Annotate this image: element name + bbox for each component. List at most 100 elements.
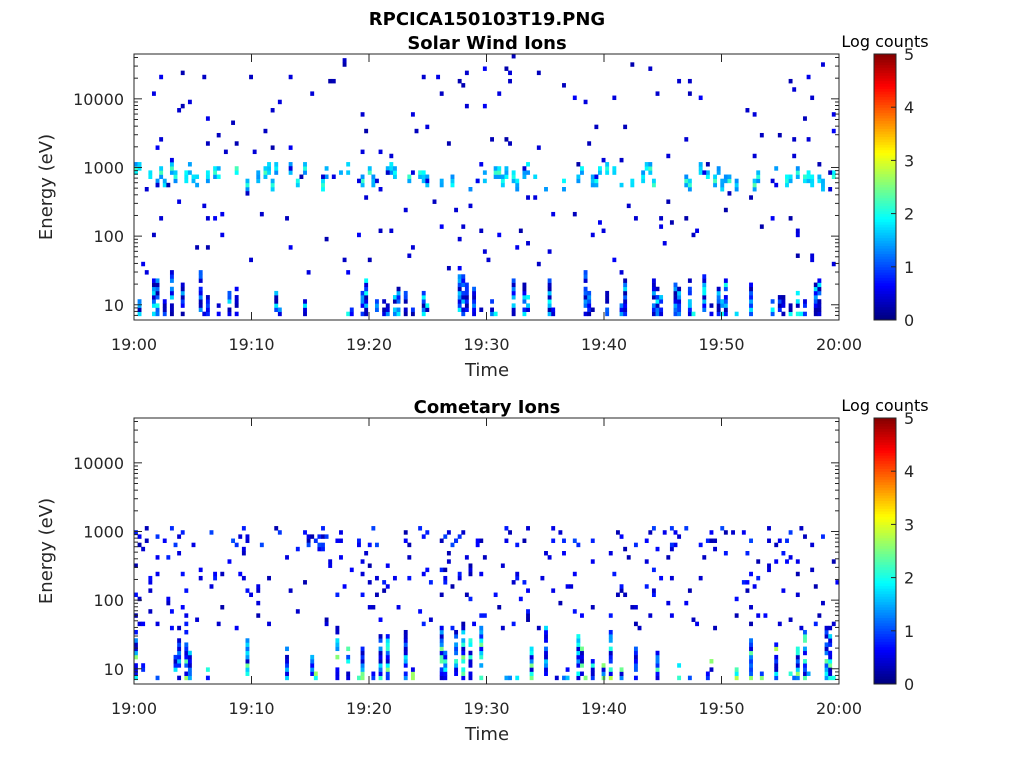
spectrogram-cell bbox=[788, 530, 793, 535]
colorbar-segment bbox=[874, 641, 896, 645]
spectrogram-cell bbox=[590, 671, 595, 676]
spectrogram-cell bbox=[339, 530, 343, 535]
spectrogram-cell bbox=[777, 303, 782, 308]
spectrogram-cell bbox=[813, 311, 818, 317]
spectrogram-cell bbox=[357, 675, 361, 681]
colorbar-segment bbox=[874, 165, 896, 169]
colorbar-segment bbox=[874, 471, 896, 475]
spectrogram-cell bbox=[357, 538, 361, 543]
spectrogram-cell bbox=[173, 178, 178, 184]
spectrogram-cell bbox=[479, 162, 484, 167]
spectrogram-cell bbox=[245, 654, 250, 660]
spectrogram-cell bbox=[303, 170, 307, 175]
colorbar-segment bbox=[874, 125, 896, 129]
colorbar-segment bbox=[874, 628, 896, 632]
spectrogram-cell bbox=[425, 567, 430, 573]
spectrogram-cell bbox=[310, 671, 315, 676]
spectrogram-cell bbox=[155, 178, 160, 184]
colorbar-segment bbox=[874, 306, 896, 310]
spectrogram-cell bbox=[745, 588, 750, 593]
spectrogram-cell bbox=[623, 311, 628, 317]
x-tick-label: 19:20 bbox=[346, 335, 392, 354]
colorbar-segment bbox=[874, 652, 896, 656]
spectrogram-cell bbox=[770, 299, 775, 304]
spectrogram-cell bbox=[267, 621, 271, 627]
spectrogram-cell bbox=[655, 546, 660, 552]
spectrogram-cell bbox=[464, 299, 469, 304]
spectrogram-cell bbox=[601, 671, 606, 676]
spectrogram-cell bbox=[655, 675, 660, 681]
spectrogram-cell bbox=[443, 659, 448, 664]
spectrogram-cell bbox=[763, 613, 768, 618]
spectrogram-cell bbox=[590, 659, 595, 664]
spectrogram-cell bbox=[641, 178, 646, 184]
colorbar-segment bbox=[874, 83, 896, 87]
spectrogram-cell bbox=[608, 667, 613, 672]
spectrogram-cell bbox=[522, 580, 527, 585]
spectrogram-cell bbox=[479, 629, 484, 635]
colorbar-segment bbox=[874, 558, 896, 563]
spectrogram-cell bbox=[623, 592, 628, 598]
spectrogram-cell bbox=[421, 290, 426, 296]
colorbar-segment bbox=[874, 120, 896, 124]
spectrogram-cell bbox=[720, 526, 725, 531]
colorbar-segment bbox=[874, 582, 896, 587]
spectrogram-cell bbox=[803, 646, 807, 652]
spectrogram-cell bbox=[151, 286, 156, 292]
spectrogram-cell bbox=[677, 303, 682, 308]
spectrogram-cell bbox=[576, 675, 581, 681]
spectrogram-cell bbox=[227, 311, 232, 317]
spectrogram-cell bbox=[511, 286, 516, 292]
spectrogram-cell bbox=[504, 66, 509, 71]
spectrogram-cell bbox=[382, 299, 387, 304]
spectrogram-cell bbox=[195, 174, 200, 179]
spectrogram-cell bbox=[709, 538, 714, 543]
spectrogram-cell bbox=[357, 542, 361, 548]
spectrogram-cell bbox=[472, 290, 477, 296]
spectrogram-cell bbox=[515, 542, 520, 548]
colorbar-segment bbox=[874, 61, 896, 66]
spectrogram-cell bbox=[770, 178, 775, 184]
spectrogram-cell bbox=[245, 650, 250, 656]
spectrogram-cell bbox=[425, 182, 430, 188]
spectrogram-cell bbox=[486, 257, 491, 263]
spectrogram-cell bbox=[526, 526, 530, 531]
spectrogram-cell bbox=[569, 584, 574, 589]
spectrogram-cell bbox=[774, 654, 779, 660]
cometary-x-ticks: 19:00 19:10 19:20 19:30 19:40 19:50 20:00 bbox=[111, 418, 862, 718]
colorbar-segment bbox=[874, 418, 896, 422]
spectrogram-cell bbox=[831, 170, 836, 175]
spectrogram-cell bbox=[418, 170, 423, 175]
spectrogram-cell bbox=[274, 526, 279, 531]
colorbar-segment bbox=[874, 593, 896, 597]
spectrogram-cell bbox=[544, 646, 548, 652]
spectrogram-cell bbox=[137, 621, 142, 627]
spectrogram-cell bbox=[526, 241, 530, 246]
spectrogram-cell bbox=[655, 286, 660, 292]
spectrogram-cell bbox=[457, 274, 462, 279]
spectrogram-cell bbox=[421, 311, 426, 317]
colorbar-segment bbox=[874, 301, 896, 305]
spectrogram-cell bbox=[544, 634, 548, 639]
spectrogram-cell bbox=[450, 174, 455, 179]
spectrogram-cell bbox=[734, 596, 739, 602]
spectrogram-cell bbox=[515, 245, 520, 250]
spectrogram-cell bbox=[227, 559, 232, 564]
spectrogram-cell bbox=[303, 530, 307, 535]
spectrogram-cell bbox=[522, 174, 527, 179]
spectrogram-cell bbox=[583, 99, 588, 105]
spectrogram-cell bbox=[184, 650, 189, 656]
colorbar-segment bbox=[874, 112, 896, 116]
spectrogram-cell bbox=[371, 675, 376, 681]
spectrogram-cell bbox=[169, 303, 174, 308]
spectrogram-cell bbox=[461, 629, 466, 635]
spectrogram-cell bbox=[180, 70, 185, 76]
spectrogram-cell bbox=[795, 166, 800, 171]
spectrogram-cell bbox=[364, 299, 369, 304]
spectrogram-cell bbox=[767, 567, 771, 573]
spectrogram-cell bbox=[687, 303, 692, 308]
spectrogram-cell bbox=[544, 659, 548, 664]
solar-wind-y-axis-label: Energy (eV) bbox=[36, 134, 57, 240]
spectrogram-cell bbox=[464, 295, 469, 300]
spectrogram-cell bbox=[799, 526, 804, 531]
